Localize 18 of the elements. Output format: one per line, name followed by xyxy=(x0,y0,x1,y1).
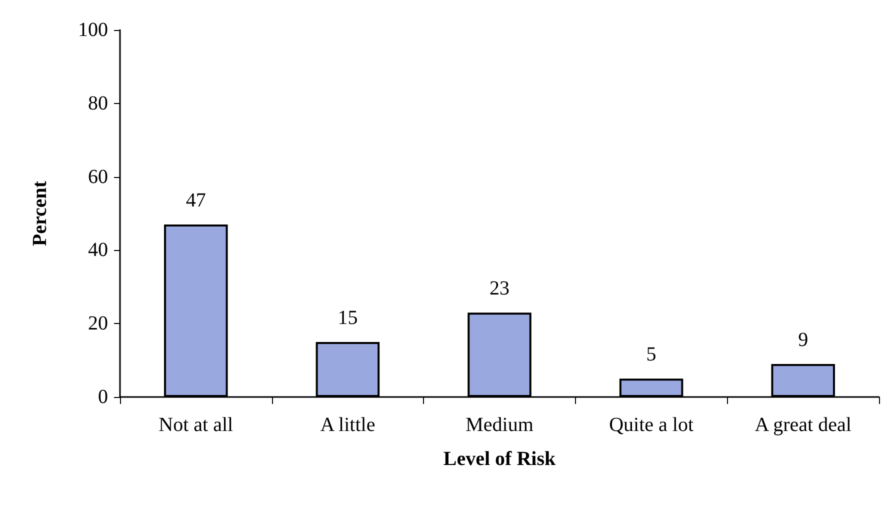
y-tick-label: 60 xyxy=(88,166,108,188)
x-tick-label: A little xyxy=(320,414,376,436)
y-tick-label: 100 xyxy=(78,19,108,41)
data-label: 9 xyxy=(798,328,808,351)
x-tick-label: Not at all xyxy=(158,414,234,436)
data-label: 15 xyxy=(338,306,358,329)
y-tick-label: 80 xyxy=(88,92,108,114)
x-tick-label: Quite a lot xyxy=(609,414,694,436)
x-tick-label: A great deal xyxy=(754,414,852,436)
x-axis-title: Level of Risk xyxy=(443,448,556,470)
data-label: 47 xyxy=(186,190,206,212)
y-axis-title: Percent xyxy=(29,180,51,246)
x-tick-label: Medium xyxy=(466,414,534,436)
data-label: 23 xyxy=(490,278,510,300)
y-tick-label: 40 xyxy=(88,239,108,262)
data-label: 5 xyxy=(646,344,656,366)
y-tick-label: 0 xyxy=(98,386,108,408)
y-tick-label: 20 xyxy=(88,312,108,335)
